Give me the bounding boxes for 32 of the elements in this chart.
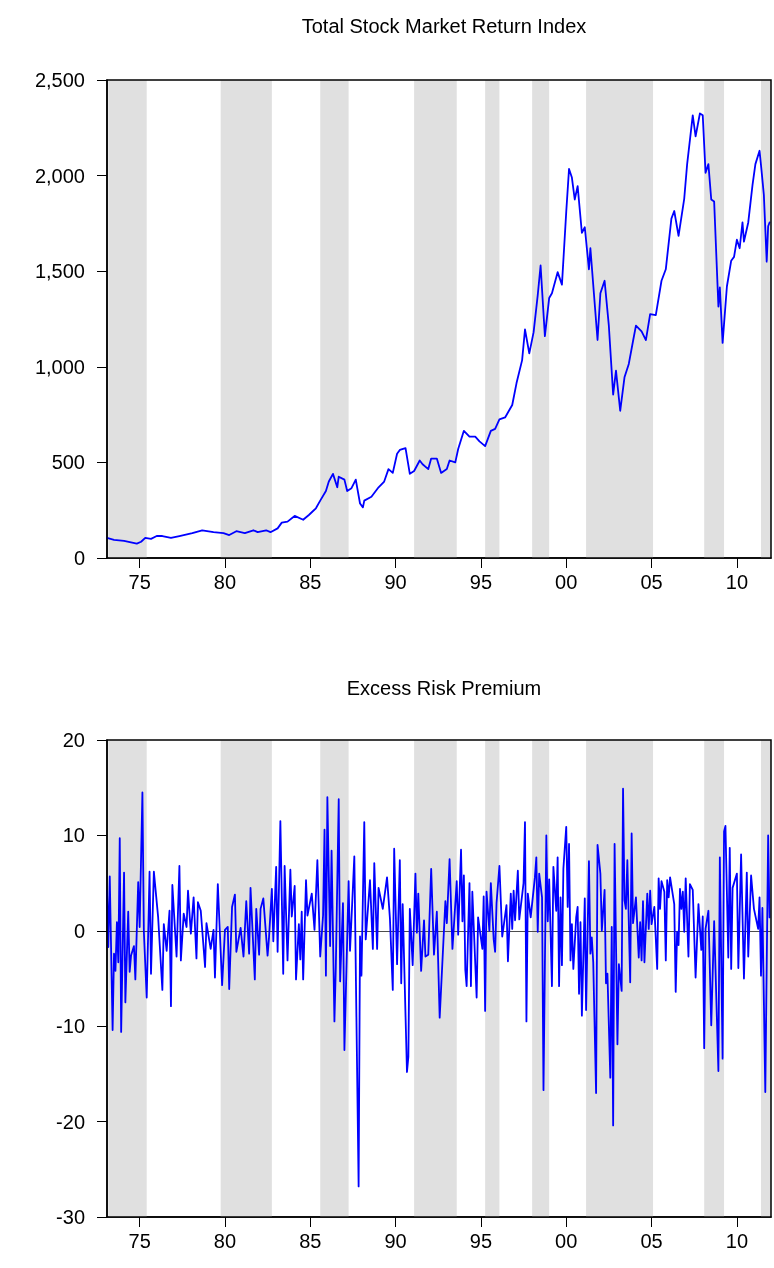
y-tick-label: 20 — [62, 729, 85, 751]
x-tick-label: 85 — [299, 571, 322, 593]
x-tick-label: 10 — [725, 1230, 749, 1252]
y-tick-label: 2,500 — [34, 69, 85, 91]
x-tick-label: 75 — [128, 571, 151, 593]
y-tick-label: 10 — [62, 824, 85, 847]
x-tick-label: 90 — [384, 1230, 407, 1252]
x-tick-label: 10 — [725, 571, 749, 593]
y-tick-label: 2,000 — [34, 164, 85, 187]
y-tick-label: -10 — [56, 1015, 85, 1038]
y-tick-label: 500 — [51, 451, 85, 474]
x-tick-label: 80 — [213, 1230, 237, 1252]
line-series — [106, 112, 771, 545]
y-tick-label: 1,500 — [34, 260, 85, 283]
x-tick-label: 95 — [469, 571, 493, 593]
y-tick-label: 1,000 — [34, 355, 85, 378]
chart-title: Total Stock Market Return Index — [301, 15, 587, 37]
x-tick-label: 90 — [384, 571, 407, 593]
y-tick-label: -20 — [56, 1110, 85, 1133]
chart-title: Excess Risk Premium — [346, 677, 542, 699]
x-tick-label: 85 — [299, 1230, 322, 1252]
y-tick-label: -30 — [56, 1206, 85, 1228]
x-tick-label: 75 — [128, 1230, 151, 1252]
x-tick-label: 00 — [555, 1230, 578, 1252]
x-tick-label: 95 — [469, 1230, 493, 1252]
x-tick-label: 80 — [213, 571, 237, 593]
y-tick-label: 0 — [73, 919, 85, 942]
x-tick-label: 05 — [640, 1230, 663, 1252]
x-tick-label: 00 — [555, 571, 578, 593]
y-tick-label: 0 — [73, 547, 85, 569]
line-series — [106, 787, 771, 1188]
x-tick-label: 05 — [640, 571, 663, 593]
